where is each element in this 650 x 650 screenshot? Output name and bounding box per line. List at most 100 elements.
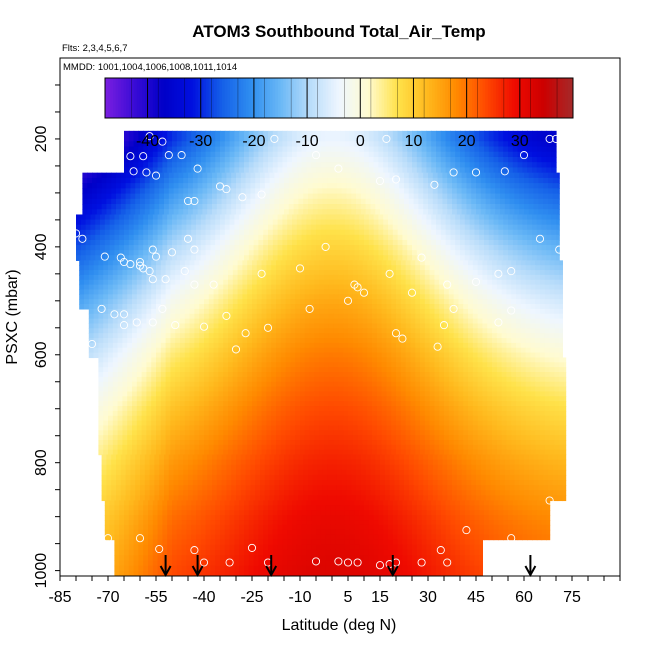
curtain-cell xyxy=(400,381,407,388)
curtain-cell xyxy=(453,338,459,344)
curtain-cell xyxy=(178,172,184,179)
curtain-cell xyxy=(212,188,218,195)
curtain-cell xyxy=(520,308,527,315)
curtain-cell xyxy=(109,229,115,236)
curtain-cell xyxy=(160,338,167,344)
curtain-cell xyxy=(311,136,317,142)
curtain-cell xyxy=(165,323,171,329)
curtain-cell xyxy=(372,270,378,276)
curtain-cell xyxy=(412,130,418,137)
curtain-cell xyxy=(266,352,272,359)
curtain-cell xyxy=(474,151,480,158)
curtain-cell xyxy=(535,352,541,359)
curtain-cell xyxy=(376,308,383,315)
curtain-cell xyxy=(87,188,93,195)
curtain-cell xyxy=(140,209,146,216)
curtain-cell xyxy=(376,323,383,329)
curtain-cell xyxy=(242,299,248,305)
curtain-cell xyxy=(444,299,450,305)
curtain-cell xyxy=(544,299,551,305)
curtain-cell xyxy=(554,367,560,373)
curtain-cell xyxy=(509,188,515,195)
curtain-cell xyxy=(432,193,439,200)
curtain-cell xyxy=(98,294,104,300)
curtain-cell xyxy=(125,172,131,179)
curtain-cell xyxy=(520,265,527,271)
curtain-cell xyxy=(344,162,351,169)
curtain-cell xyxy=(151,381,157,388)
curtain-cell xyxy=(247,284,253,291)
curtain-cell xyxy=(368,162,375,169)
curtain-cell xyxy=(373,245,379,251)
curtain-cell xyxy=(530,279,536,286)
curtain-cell xyxy=(477,284,483,291)
curtain-cell xyxy=(304,313,311,320)
curtain-cell xyxy=(514,188,520,195)
curtain-cell xyxy=(88,328,95,334)
curtain-cell xyxy=(136,284,143,291)
curtain-cell xyxy=(373,162,379,169)
curtain-cell xyxy=(194,318,200,325)
curtain-cell xyxy=(146,308,152,315)
curtain-cell xyxy=(151,304,157,310)
curtain-cell xyxy=(127,352,133,359)
curtain-cell xyxy=(216,172,223,179)
curtain-cell xyxy=(479,239,485,246)
curtain-cell xyxy=(527,245,533,251)
curtain-cell xyxy=(501,328,507,334)
curtain-cell xyxy=(424,318,431,325)
curtain-cell xyxy=(559,376,565,383)
curtain-cell xyxy=(367,381,373,388)
curtain-cell xyxy=(423,193,429,200)
curtain-cell xyxy=(154,172,160,179)
curtain-cell xyxy=(151,318,157,325)
curtain-cell xyxy=(388,141,394,148)
curtain-cell xyxy=(464,224,471,231)
curtain-cell xyxy=(399,183,405,189)
curtain-cell xyxy=(228,294,234,300)
curtain-cell xyxy=(194,294,200,300)
curtain-cell xyxy=(412,151,418,158)
curtain-cell xyxy=(362,376,368,383)
curtain-cell xyxy=(124,239,130,246)
curtain-cell xyxy=(343,328,349,334)
curtain-cell xyxy=(368,250,375,256)
curtain-cell xyxy=(389,183,395,189)
curtain-cell xyxy=(525,376,531,383)
curtain-cell xyxy=(175,274,181,281)
curtain-cell xyxy=(460,156,466,163)
curtain-cell xyxy=(500,172,506,179)
curtain-cell xyxy=(320,239,327,246)
curtain-cell xyxy=(268,224,274,231)
curtain-cell xyxy=(447,204,453,210)
curtain-cell xyxy=(168,172,175,179)
curtain-cell xyxy=(261,270,267,276)
curtain-cell xyxy=(362,342,368,349)
curtain-cell xyxy=(224,255,231,261)
curtain-cell xyxy=(464,250,471,256)
curtain-cell xyxy=(311,239,317,246)
curtain-cell xyxy=(386,352,392,359)
curtain-cell xyxy=(156,265,162,271)
curtain-cell xyxy=(461,177,467,184)
curtain-cell xyxy=(295,284,301,291)
curtain-cell xyxy=(404,172,410,179)
curtain-cell xyxy=(84,265,90,271)
curtain-cell xyxy=(378,219,384,226)
curtain-cell xyxy=(533,188,539,195)
curtain-cell xyxy=(472,279,479,286)
curtain-cell xyxy=(460,219,466,226)
curtain-cell xyxy=(460,250,466,256)
curtain-cell xyxy=(309,342,315,349)
curtain-cell xyxy=(549,362,555,368)
curtain-cell xyxy=(229,245,235,251)
curtain-cell xyxy=(472,328,479,334)
curtain-cell xyxy=(410,289,416,295)
curtain-cell xyxy=(508,162,514,169)
curtain-cell xyxy=(316,167,322,174)
curtain-cell xyxy=(450,245,456,251)
curtain-cell xyxy=(348,294,354,300)
curtain-cell xyxy=(476,172,482,179)
curtain-cell xyxy=(213,338,219,344)
curtain-cell xyxy=(167,255,173,261)
